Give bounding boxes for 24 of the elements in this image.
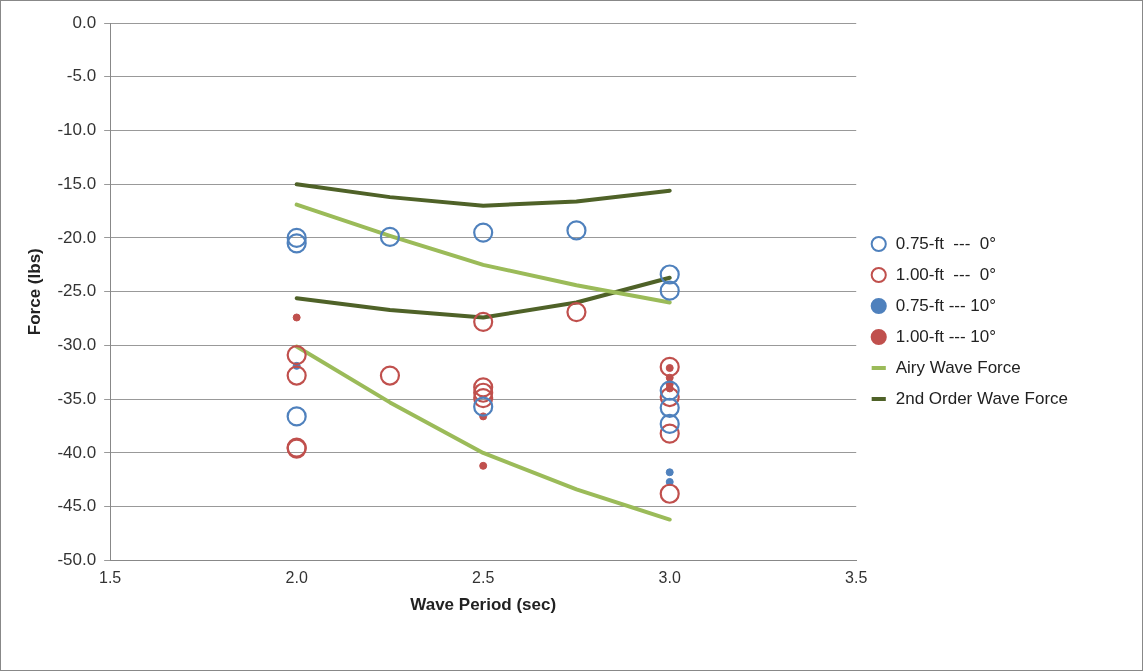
y-tick-label: 0.0 bbox=[72, 12, 97, 32]
y-tick-label: -30.0 bbox=[57, 335, 97, 355]
legend-label: 0.75-ft --- 0° bbox=[895, 233, 997, 253]
legend-label: Airy Wave Force bbox=[895, 357, 1021, 377]
y-tick-label: -20.0 bbox=[57, 227, 97, 247]
y-tick-label: -35.0 bbox=[57, 388, 97, 408]
legend-label: 0.75-ft --- 10° bbox=[895, 295, 997, 315]
y-tick-label: -50.0 bbox=[57, 550, 97, 570]
y-tick-label: -10.0 bbox=[57, 120, 97, 140]
y-tick-label: -25.0 bbox=[57, 281, 97, 301]
legend-label: 1.00-ft --- 0° bbox=[895, 264, 997, 284]
x-tick-label: 1.5 bbox=[99, 569, 122, 587]
x-tick-label: 2.0 bbox=[285, 569, 308, 587]
x-tick-label: 3.5 bbox=[845, 569, 868, 587]
x-tick-label: 3.0 bbox=[658, 569, 681, 587]
y-tick-label: -15.0 bbox=[57, 173, 97, 193]
y-axis-title: Force (lbs) bbox=[24, 248, 44, 336]
y-tick-label: -45.0 bbox=[57, 496, 97, 516]
x-axis-title: Wave Period (sec) bbox=[410, 595, 557, 615]
y-tick-label: -5.0 bbox=[66, 66, 97, 86]
legend-label: 1.00-ft --- 10° bbox=[895, 326, 997, 346]
y-tick-label: -40.0 bbox=[57, 442, 97, 462]
x-tick-label: 2.5 bbox=[472, 569, 495, 587]
legend-label: 2nd Order Wave Force bbox=[895, 388, 1069, 408]
